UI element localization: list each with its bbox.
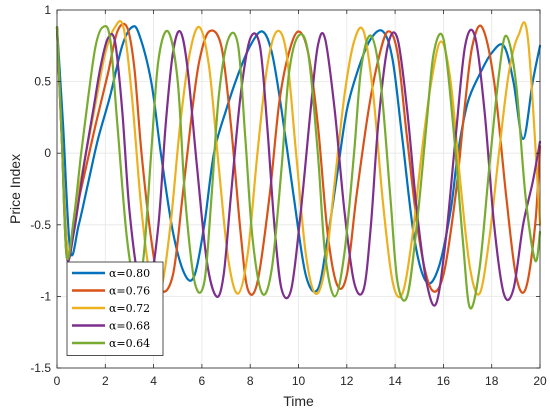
series-line-4 xyxy=(55,24,542,310)
legend: α=0.80 α=0.76 α=0.72 α=0.68 α=0.64 xyxy=(66,261,164,356)
legend-label-2: α=0.72 xyxy=(109,302,150,315)
series-line-3 xyxy=(55,26,542,307)
x-tick-label: 8 xyxy=(247,374,254,388)
x-tick-label: 14 xyxy=(388,374,402,388)
x-tick-label: 6 xyxy=(199,374,206,388)
legend-label-3: α=0.68 xyxy=(109,320,150,333)
x-tick-label: 10 xyxy=(292,374,306,388)
series-layer xyxy=(55,19,542,310)
legend-label-4: α=0.64 xyxy=(109,337,150,350)
y-tick-label: 1 xyxy=(44,3,51,17)
series-line-2 xyxy=(55,19,542,299)
x-tick-label: 16 xyxy=(437,374,451,388)
legend-label-0: α=0.80 xyxy=(109,267,150,280)
axis-ticks: 0 2 4 6 8 10 12 14 16 18 20 -1.5 -1 -0.5 0 0.5 1 xyxy=(30,3,547,388)
x-tick-label: 20 xyxy=(533,374,547,388)
legend-label-1: α=0.76 xyxy=(109,285,150,298)
y-tick-label: -1 xyxy=(40,289,51,303)
x-tick-label: 4 xyxy=(150,374,157,388)
series-line-1 xyxy=(55,22,542,296)
y-axis-label: Price Index xyxy=(7,154,23,224)
x-tick-label: 2 xyxy=(102,374,109,388)
y-tick-label: -1.5 xyxy=(30,361,51,375)
y-tick-label: -0.5 xyxy=(30,218,51,232)
x-tick-label: 0 xyxy=(54,374,61,388)
x-tick-label: 18 xyxy=(485,374,499,388)
y-tick-label: 0 xyxy=(44,146,51,160)
x-axis-label: Time xyxy=(283,393,314,409)
y-tick-label: 0.5 xyxy=(34,75,51,89)
x-tick-label: 12 xyxy=(340,374,354,388)
